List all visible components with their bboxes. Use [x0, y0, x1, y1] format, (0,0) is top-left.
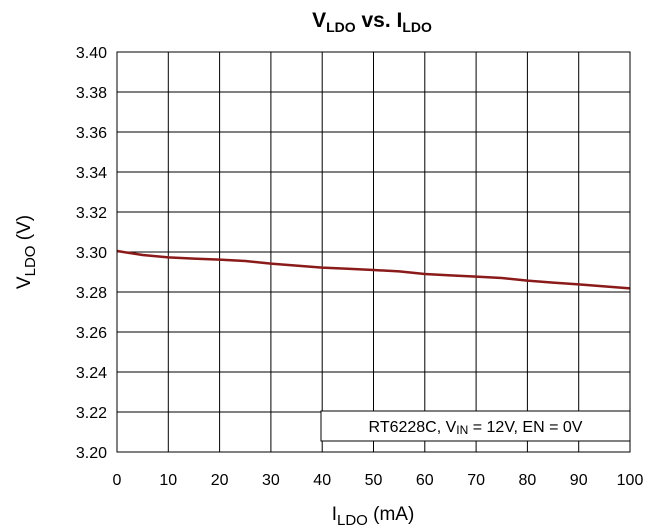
annotation-box — [320, 410, 631, 442]
x-tick-label: 40 — [313, 472, 331, 489]
y-tick-label: 3.32 — [76, 205, 107, 222]
y-tick-label: 3.28 — [76, 285, 107, 302]
y-axis-label: VLDO (V) — [14, 215, 39, 289]
y-tick-label: 3.36 — [76, 125, 107, 142]
y-tick-label: 3.20 — [76, 445, 107, 462]
x-tick-label: 80 — [519, 472, 537, 489]
annotation-text: RT6228C, VIN = 12V, EN = 0V — [369, 419, 583, 437]
y-tick-label: 3.38 — [76, 85, 107, 102]
x-tick-label: 10 — [159, 472, 177, 489]
x-tick-label: 70 — [467, 472, 485, 489]
y-tick-label: 3.30 — [76, 245, 107, 262]
x-tick-label: 30 — [262, 472, 280, 489]
series-line — [116, 249, 631, 290]
chart-title: VLDO vs. ILDO — [312, 9, 432, 35]
y-tick-label: 3.22 — [76, 405, 107, 422]
series-lines — [116, 249, 631, 290]
x-axis-ticks: 0 10 20 30 40 50 60 70 80 90 100 — [113, 472, 644, 489]
x-tick-label: 60 — [416, 472, 434, 489]
x-tick-label: 20 — [211, 472, 229, 489]
y-tick-label: 3.26 — [76, 325, 107, 342]
x-tick-label: 90 — [570, 472, 588, 489]
y-tick-label: 3.24 — [76, 365, 107, 382]
y-tick-label: 3.40 — [76, 45, 107, 62]
plot-frame — [116, 51, 631, 453]
grid-lines — [116, 51, 631, 453]
x-tick-label: 50 — [365, 472, 383, 489]
x-tick-label: 100 — [617, 472, 644, 489]
y-axis-ticks: 3.20 3.22 3.24 3.26 3.28 3.30 3.32 3.34 3.36 3.38… — [76, 45, 107, 462]
x-axis-label: ILDO (mA) — [332, 504, 415, 529]
x-tick-label: 0 — [113, 472, 122, 489]
y-tick-label: 3.34 — [76, 165, 107, 182]
